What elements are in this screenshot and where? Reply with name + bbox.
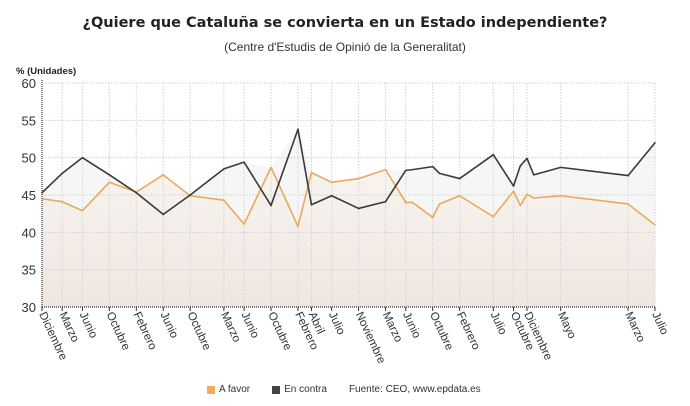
series-line-en-contra bbox=[41, 128, 656, 216]
data-point-en-contra bbox=[512, 185, 515, 187]
legend-label-a-favor: A favor bbox=[219, 384, 251, 395]
data-point-en-contra bbox=[162, 213, 165, 216]
y-tick-label: 35 bbox=[22, 263, 36, 278]
x-tick-label: Febrero bbox=[131, 310, 159, 352]
data-point-en-contra bbox=[526, 157, 528, 160]
data-point-en-contra bbox=[627, 174, 629, 177]
data-point-en-contra bbox=[458, 177, 461, 180]
data-point-a-favor bbox=[492, 215, 495, 218]
data-point-en-contra bbox=[243, 161, 245, 163]
data-point-a-favor bbox=[458, 194, 461, 197]
data-point-en-contra bbox=[135, 191, 138, 194]
data-point-en-contra bbox=[404, 169, 407, 172]
data-point-en-contra bbox=[492, 153, 495, 156]
data-point-en-contra bbox=[357, 207, 360, 210]
x-tick-label: Julio bbox=[488, 310, 509, 337]
legend-label-en-contra: En contra bbox=[284, 384, 327, 395]
x-tick-label: Julio bbox=[649, 310, 670, 337]
data-point-en-contra bbox=[270, 204, 272, 207]
data-point-a-favor bbox=[223, 199, 225, 202]
series-line-a-favor bbox=[41, 166, 656, 228]
data-point-a-favor bbox=[532, 197, 535, 199]
data-point-en-contra bbox=[559, 166, 562, 169]
y-tick-label: 30 bbox=[22, 300, 36, 315]
data-point-en-contra bbox=[61, 172, 64, 175]
chart-title: ¿Quiere que Cataluña se convierta en un … bbox=[82, 15, 608, 31]
x-tick-label: Julio bbox=[326, 310, 347, 337]
data-point-a-favor bbox=[243, 223, 245, 225]
data-point-a-favor bbox=[357, 177, 360, 180]
data-point-a-favor bbox=[270, 166, 272, 169]
data-point-a-favor bbox=[81, 209, 84, 212]
data-point-a-favor bbox=[61, 200, 64, 203]
data-point-en-contra bbox=[654, 141, 656, 144]
legend-item-a-favor: A favor bbox=[207, 384, 250, 395]
data-point-en-contra bbox=[108, 174, 111, 176]
data-point-en-contra bbox=[330, 194, 333, 197]
legend: A favor En contra Fuente: CEO, www.epdat… bbox=[207, 384, 481, 395]
legend-swatch-en-contra bbox=[272, 385, 281, 394]
x-tick-label: Octubre bbox=[184, 310, 212, 352]
x-tick-label: Junio bbox=[158, 310, 180, 340]
x-tick-label: Octubre bbox=[427, 310, 455, 352]
source-note: Fuente: CEO, www.epdata.es bbox=[348, 384, 481, 395]
data-point-en-contra bbox=[411, 168, 414, 171]
x-tick-label: Octubre bbox=[265, 310, 293, 352]
data-point-a-favor bbox=[404, 201, 407, 204]
x-tick-label: Mayo bbox=[555, 310, 578, 341]
data-point-a-favor bbox=[330, 181, 333, 184]
data-point-en-contra bbox=[519, 165, 522, 167]
data-point-a-favor bbox=[162, 174, 165, 176]
data-point-en-contra bbox=[81, 156, 84, 159]
data-point-en-contra bbox=[189, 194, 191, 196]
data-point-a-favor bbox=[526, 193, 528, 196]
data-point-a-favor bbox=[384, 168, 387, 171]
data-point-a-favor bbox=[559, 194, 562, 197]
data-point-a-favor bbox=[411, 201, 414, 204]
data-point-a-favor bbox=[438, 203, 441, 205]
y-tick-label: 55 bbox=[22, 113, 36, 128]
data-point-en-contra bbox=[532, 174, 535, 176]
y-axis-label: % (Unidades) bbox=[16, 66, 76, 77]
data-point-en-contra bbox=[438, 172, 441, 175]
y-tick-label: 50 bbox=[22, 151, 36, 166]
legend-swatch-a-favor bbox=[207, 385, 215, 394]
y-tick-label: 60 bbox=[22, 76, 36, 91]
data-point-en-contra bbox=[431, 165, 434, 168]
data-point-en-contra bbox=[297, 128, 299, 131]
area-fill-a-favor bbox=[42, 167, 655, 307]
legend-item-en-contra: En contra bbox=[272, 384, 327, 395]
data-point-en-contra bbox=[384, 200, 387, 203]
data-point-a-favor bbox=[310, 171, 313, 174]
x-tick-label: Marzo bbox=[622, 310, 646, 344]
data-point-a-favor bbox=[627, 203, 629, 205]
data-point-a-favor bbox=[654, 224, 656, 226]
data-point-a-favor bbox=[512, 190, 515, 193]
data-point-a-favor bbox=[431, 216, 434, 219]
x-tick-label: Febrero bbox=[454, 310, 482, 352]
data-point-en-contra bbox=[310, 203, 313, 206]
data-point-a-favor bbox=[519, 204, 522, 207]
x-tick-label: Octubre bbox=[104, 310, 132, 352]
data-point-a-favor bbox=[297, 225, 299, 228]
y-tick-label: 45 bbox=[22, 188, 36, 203]
y-tick-label: 40 bbox=[22, 225, 36, 240]
chart-subtitle: (Centre d'Estudis de Opinió de la Genera… bbox=[224, 40, 466, 54]
data-point-en-contra bbox=[223, 168, 225, 170]
data-point-a-favor bbox=[108, 181, 111, 184]
